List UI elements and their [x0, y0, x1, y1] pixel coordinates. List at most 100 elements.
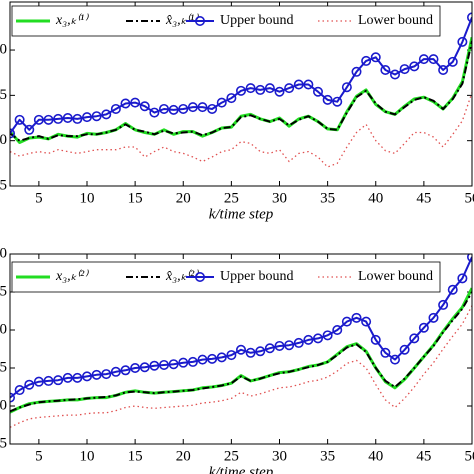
point	[447, 56, 458, 67]
point	[178, 357, 189, 368]
point	[178, 103, 189, 114]
x-tick-label: 5	[35, 448, 43, 464]
point	[428, 312, 439, 323]
point	[236, 344, 247, 355]
point	[130, 362, 141, 373]
point	[207, 353, 218, 364]
point	[409, 333, 420, 344]
x-tick-label: 50	[465, 190, 474, 206]
point	[82, 112, 93, 123]
x-tick-label: 25	[224, 190, 239, 206]
point	[91, 111, 102, 122]
x-tick-label: 40	[368, 190, 383, 206]
point	[139, 101, 150, 112]
plot-area	[10, 254, 472, 428]
point	[370, 52, 381, 63]
legend-label: Upper bound	[220, 269, 294, 284]
point	[120, 365, 131, 376]
point	[380, 347, 391, 358]
y-tick-label: 0	[0, 321, 7, 337]
y-tick-label: 5	[0, 359, 7, 375]
legend-label: x₃,ₖ⁽²⁾	[55, 269, 89, 284]
point	[62, 113, 73, 124]
x-tick-label: 50	[465, 448, 474, 464]
point	[149, 360, 160, 371]
point	[82, 371, 93, 382]
x-tick-label: 45	[416, 448, 431, 464]
point	[284, 340, 295, 351]
point	[24, 124, 35, 135]
point	[428, 54, 439, 65]
point	[274, 340, 285, 351]
y-tick-label: 0	[0, 41, 7, 57]
point	[351, 312, 362, 323]
x-tick-label: 15	[128, 190, 143, 206]
point	[245, 83, 256, 94]
point	[110, 366, 121, 377]
legend-marker	[195, 15, 206, 26]
point	[303, 79, 314, 90]
legend-marker	[195, 271, 206, 282]
point	[245, 347, 256, 358]
point	[197, 102, 208, 113]
point	[159, 359, 170, 370]
point	[399, 344, 410, 355]
point	[341, 82, 352, 93]
series-line	[10, 40, 472, 142]
point	[399, 64, 410, 75]
point	[409, 61, 420, 72]
point	[139, 362, 150, 373]
point	[274, 86, 285, 97]
series-line	[10, 305, 472, 428]
point	[216, 97, 227, 108]
point	[361, 316, 372, 327]
point	[72, 113, 83, 124]
point	[43, 114, 54, 125]
point	[33, 114, 44, 125]
point	[380, 64, 391, 75]
x-tick-label: 5	[35, 190, 43, 206]
x-tick-label: 30	[272, 190, 287, 206]
point	[293, 79, 304, 90]
point	[332, 324, 343, 335]
point	[322, 330, 333, 341]
y-tick-label: 0	[0, 132, 7, 148]
y-tick-label: 5	[0, 435, 7, 451]
legend-label: Lower bound	[358, 13, 433, 28]
point	[10, 392, 15, 403]
plot-area	[10, 12, 472, 168]
point	[101, 109, 112, 120]
x-tick-label: 30	[272, 448, 287, 464]
x-tick-label: 15	[128, 448, 143, 464]
point	[33, 376, 44, 387]
point	[43, 375, 54, 386]
point	[312, 86, 323, 97]
plot-frame	[9, 1, 473, 187]
x-tick-label: 35	[320, 448, 335, 464]
point	[53, 375, 64, 386]
x-axis-label: k/time step	[209, 464, 274, 474]
y-tick-label: 5	[0, 283, 7, 299]
point	[14, 114, 25, 125]
point	[438, 64, 449, 75]
point	[341, 316, 352, 327]
point	[370, 334, 381, 345]
point	[332, 96, 343, 107]
point	[24, 379, 35, 390]
point	[438, 299, 449, 310]
legend-box	[11, 5, 441, 37]
x-tick-label: 25	[224, 448, 239, 464]
point	[187, 102, 198, 113]
point	[130, 97, 141, 108]
x-tick-label: 10	[80, 448, 95, 464]
legend-label: x̂₃,ₖ⁽¹⁾	[165, 13, 199, 28]
x-tick-label: 45	[416, 190, 431, 206]
point	[284, 83, 295, 94]
point	[255, 84, 266, 95]
point	[264, 83, 275, 94]
legend-label: x̂₃,ₖ⁽²⁾	[165, 269, 199, 284]
point	[293, 337, 304, 348]
legend-label: Upper bound	[220, 13, 294, 28]
legend-label: Lower bound	[358, 269, 433, 284]
